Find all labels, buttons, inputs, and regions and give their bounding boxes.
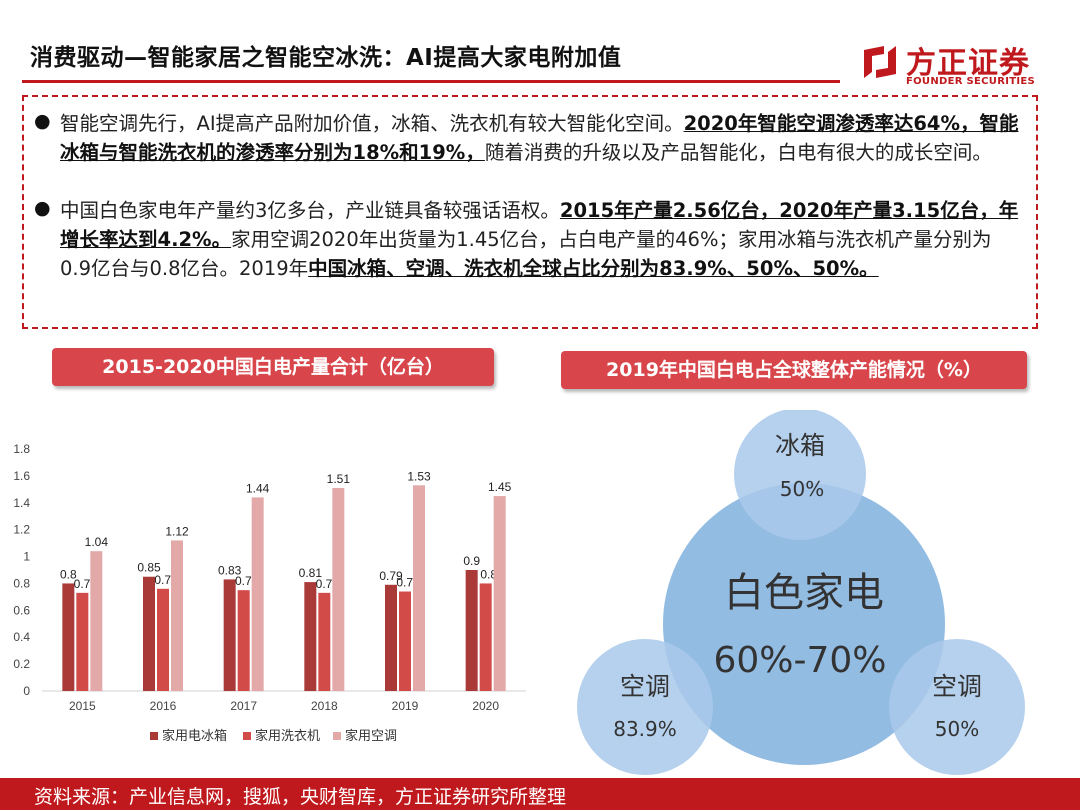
data-label: 0.8 <box>480 567 497 581</box>
legend-label: 家用空调 <box>345 728 397 743</box>
x-tick-label: 2016 <box>150 699 177 713</box>
venn-right-label: 空调 <box>932 672 982 701</box>
bar <box>318 592 331 691</box>
x-tick-label: 2015 <box>69 699 96 713</box>
venn-circle-right <box>889 639 1025 775</box>
logo-mark-icon <box>864 46 896 78</box>
highlight-text: 2020年智能空调渗透率达64%，智能冰箱与智能洗衣机的渗透率分别为18%和19… <box>60 112 1019 164</box>
x-tick-label: 2017 <box>230 699 257 713</box>
legend-label: 家用电冰箱 <box>162 728 227 743</box>
x-tick-label: 2020 <box>472 699 499 713</box>
bar <box>62 583 75 691</box>
bar <box>465 570 478 691</box>
data-label: 0.83 <box>218 563 242 577</box>
data-label: 1.04 <box>85 535 109 549</box>
y-tick-label: 1.8 <box>13 442 30 456</box>
paragraph-text: 家用空调2020年出货量为1.45亿台，占白电产量的46%；家用冰箱与洗衣机产量… <box>60 228 992 280</box>
page-title: 消费驱动—智能家居之智能空冰洗：AI提高大家电附加值 <box>30 45 622 71</box>
data-label: 0.81 <box>299 566 323 580</box>
summary-box <box>22 95 1038 329</box>
company-logo: 方正证券 FOUNDER SECURITIES <box>860 36 1060 92</box>
y-tick-label: 1.4 <box>13 496 30 510</box>
legend-swatch <box>150 732 158 740</box>
legend-swatch <box>333 732 341 740</box>
data-label: 1.53 <box>407 469 431 483</box>
y-tick-label: 0 <box>23 684 30 698</box>
venn-right-value: 50% <box>935 717 979 741</box>
venn-circle-center <box>663 483 945 765</box>
bar <box>237 590 250 691</box>
bar <box>90 551 103 691</box>
y-tick-label: 1 <box>23 550 30 564</box>
bullet-dot: ● <box>34 110 51 132</box>
title-underline <box>22 80 840 83</box>
data-label: 1.12 <box>165 524 189 538</box>
y-tick-label: 1.6 <box>13 469 30 483</box>
bar <box>304 582 317 691</box>
data-label: 1.51 <box>327 472 351 486</box>
bar <box>479 583 492 691</box>
bullet-dot: ● <box>34 197 51 219</box>
logo-text-en: FOUNDER SECURITIES <box>906 76 1036 87</box>
venn-center-label: 白色家电 <box>724 570 884 616</box>
bar <box>223 579 236 691</box>
bar <box>251 497 264 691</box>
highlight-text: 中国冰箱、空调、洗衣机全球占比分别为83.9%、50%、50%。 <box>308 257 879 280</box>
bar <box>332 487 345 691</box>
y-tick-label: 0.6 <box>13 603 30 617</box>
paragraph-text: 中国白色家电年产量约3亿多台，产业链具备较强话语权。 <box>60 199 560 222</box>
data-label: 1.44 <box>246 481 270 495</box>
venn-top-value: 50% <box>780 477 824 501</box>
bar <box>385 584 397 691</box>
bullet-paragraph-2: 中国白色家电年产量约3亿多台，产业链具备较强话语权。2015年产量2.56亿台，… <box>60 196 1020 283</box>
legend-swatch <box>243 732 251 740</box>
production-bar-chart: 00.20.40.60.811.21.41.61.820150.80.731.0… <box>13 442 526 743</box>
logo-text-cn: 方正证券 <box>906 46 1030 81</box>
bullet-paragraph-1: 智能空调先行，AI提高产品附加价值，冰箱、洗衣机有较大智能化空间。2020年智能… <box>60 109 1020 167</box>
venn-left-label: 空调 <box>620 672 670 701</box>
venn-circle-left <box>577 639 713 775</box>
y-tick-label: 0.2 <box>13 657 30 671</box>
venn-panel-title: 2019年中国白电占全球整体产能情况（%） <box>561 351 1027 389</box>
legend-label: 家用洗衣机 <box>255 728 320 743</box>
bar <box>413 485 425 691</box>
data-label: 0.79 <box>379 569 403 583</box>
venn-circle-top <box>734 410 866 540</box>
paragraph-text: 随着消费的升级以及产品智能化，白电有很大的成长空间。 <box>484 141 992 164</box>
global-capacity-diagram: 白色家电 60%-70% 冰箱 50% 空调 83.9% 空调 50% <box>577 410 1025 775</box>
bar <box>171 540 183 691</box>
venn-left-value: 83.9% <box>613 717 677 741</box>
x-tick-label: 2018 <box>311 699 338 713</box>
x-tick-label: 2019 <box>392 699 419 713</box>
data-label: 0.85 <box>137 561 161 575</box>
y-tick-label: 0.8 <box>13 576 30 590</box>
bar <box>399 591 411 691</box>
data-label: 0.8 <box>60 567 77 581</box>
bar <box>143 576 155 691</box>
bar <box>157 588 169 691</box>
highlight-text: 2015年产量2.56亿台，2020年产量3.15亿台，年增长率达到4.2%。 <box>60 199 1019 251</box>
y-tick-label: 1.2 <box>13 523 30 537</box>
bar <box>76 592 89 691</box>
data-label: 1.45 <box>488 480 512 494</box>
y-tick-label: 0.4 <box>13 630 30 644</box>
venn-top-label: 冰箱 <box>775 431 825 460</box>
bar <box>493 496 506 691</box>
data-label: 0.9 <box>463 554 480 568</box>
chart-panel-title: 2015-2020中国白电产量合计（亿台） <box>52 348 494 386</box>
paragraph-text: 智能空调先行，AI提高产品附加价值，冰箱、洗衣机有较大智能化空间。 <box>60 112 684 135</box>
venn-center-value: 60%-70% <box>713 640 886 681</box>
footer-bar: 资料来源：产业信息网，搜狐，央财智库，方正证券研究所整理 <box>0 778 1080 810</box>
source-note: 资料来源：产业信息网，搜狐，央财智库，方正证券研究所整理 <box>34 786 567 808</box>
